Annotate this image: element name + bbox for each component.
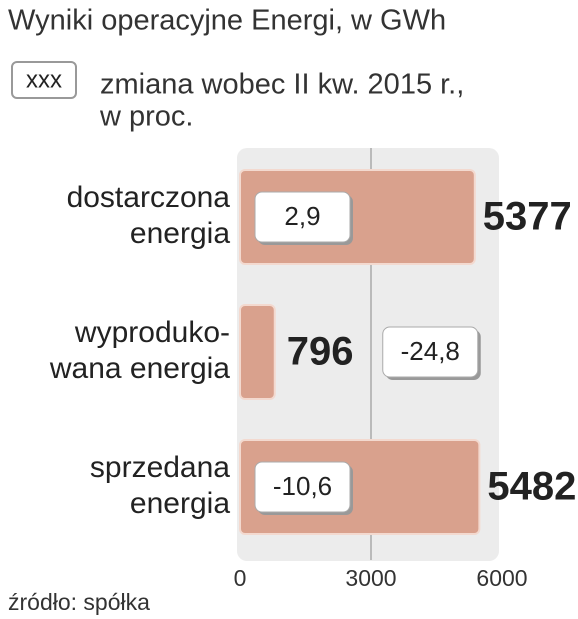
chart-title: Wyniki operacyjne Energi, w GWh [8,5,446,37]
category-label: dostarczona [67,181,231,214]
x-tick-label: 6000 [476,565,527,591]
legend-text: zmiana wobec II kw. 2015 r., [100,69,464,101]
change-box [382,326,479,378]
x-tick-label: 0 [234,565,247,591]
change-box [254,461,351,513]
change-label: -24,8 [401,336,460,366]
legend-box [11,61,77,99]
legend-text: w proc. [99,101,193,133]
value-label: 796 [287,330,354,374]
value-label: 5482 [487,465,576,509]
category-label: energia [130,487,230,520]
value-label: 5377 [483,195,572,239]
source: źródło: spółka [8,589,150,615]
legend-box-text: xxx [26,66,62,93]
bar [239,304,276,400]
x-tick-label: 3000 [345,565,396,591]
category-label: sprzedana [90,451,230,484]
category-label: wyproduko- [74,316,230,349]
change-label: 2,9 [284,201,320,231]
category-label: wana energia [49,352,230,385]
change-box [254,191,351,243]
change-label: -10,6 [273,471,332,501]
category-label: energia [130,217,230,250]
